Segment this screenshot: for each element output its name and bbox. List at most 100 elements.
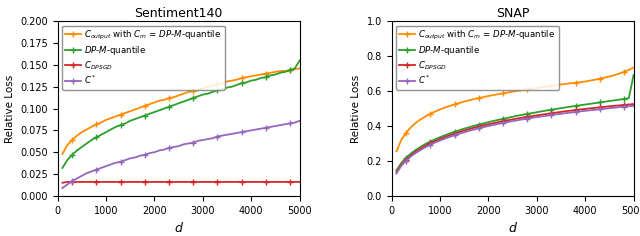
- $\mathit{C_{output}}$ with $\mathit{C_m}$ = $\mathit{DP}$-$\mathit{M}$-quantile: [572, 81, 579, 84]
- $\mathit{C_{output}}$ with $\mathit{C_m}$ = $\mathit{DP}$-$\mathit{M}$-quantile: [422, 115, 429, 118]
- $\mathit{DP}$-$\mathit{M}$-quantile: [257, 76, 265, 79]
- $\mathit{C^*}$: [63, 183, 71, 186]
- $\mathit{C^*}$: [417, 148, 424, 151]
- $\mathit{DP}$-$\mathit{M}$-quantile: [141, 114, 148, 117]
- $\mathit{DP}$-$\mathit{M}$-quantile: [615, 98, 623, 101]
- $\mathit{C_{output}}$ with $\mathit{C_m}$ = $\mathit{DP}$-$\mathit{M}$-quantile: [194, 89, 202, 92]
- $\mathit{C_{output}}$ with $\mathit{C_m}$ = $\mathit{DP}$-$\mathit{M}$-quantile: [233, 78, 241, 81]
- $\mathit{C_{DPSGD}}$: [533, 114, 541, 117]
- $\mathit{C^*}$: [136, 154, 144, 157]
- $\mathit{C_{DPSGD}}$: [257, 181, 265, 183]
- $\mathit{C_{DPSGD}}$: [513, 117, 521, 120]
- $\mathit{C_{DPSGD}}$: [116, 181, 124, 183]
- $\mathit{C^*}$: [426, 143, 434, 146]
- $\mathit{C^*}$: [237, 131, 245, 134]
- $\mathit{DP}$-$\mathit{M}$-quantile: [572, 105, 579, 107]
- $\mathit{C^*}$: [494, 122, 502, 125]
- $\mathit{C_{DPSGD}}$: [63, 181, 71, 183]
- $\mathit{C^*}$: [422, 146, 429, 149]
- $\mathit{DP}$-$\mathit{M}$-quantile: [470, 124, 477, 127]
- $\mathit{DP}$-$\mathit{M}$-quantile: [596, 101, 604, 104]
- $\mathit{C_{DPSGD}}$: [605, 105, 613, 108]
- $\mathit{DP}$-$\mathit{M}$-quantile: [262, 76, 269, 79]
- $\mathit{C^*}$: [586, 109, 594, 112]
- $\mathit{DP}$-$\mathit{M}$-quantile: [199, 93, 207, 96]
- $\mathit{DP}$-$\mathit{M}$-quantile: [165, 105, 173, 108]
- $\mathit{C_{DPSGD}}$: [209, 181, 216, 183]
- $\mathit{DP}$-$\mathit{M}$-quantile: [97, 133, 105, 136]
- $\mathit{C_{output}}$ with $\mathit{C_m}$ = $\mathit{DP}$-$\mathit{M}$-quantile: [126, 110, 134, 113]
- $\mathit{DP}$-$\mathit{M}$-quantile: [237, 82, 245, 85]
- $\mathit{C^*}$: [436, 139, 444, 142]
- $\mathit{C^*}$: [286, 122, 294, 125]
- $\mathit{C_{DPSGD}}$: [518, 116, 526, 119]
- $\mathit{C_{DPSGD}}$: [630, 103, 637, 105]
- $\mathit{C_{DPSGD}}$: [204, 181, 211, 183]
- $\mathit{DP}$-$\mathit{M}$-quantile: [475, 123, 483, 126]
- $\mathit{DP}$-$\mathit{M}$-quantile: [504, 116, 511, 119]
- Line: $\mathit{C_{DPSGD}}$: $\mathit{C_{DPSGD}}$: [59, 178, 303, 186]
- $\mathit{C_{output}}$ with $\mathit{C_m}$ = $\mathit{DP}$-$\mathit{M}$-quantile: [456, 101, 463, 104]
- $\mathit{C_{DPSGD}}$: [412, 150, 420, 153]
- $\mathit{C_{output}}$ with $\mathit{C_m}$ = $\mathit{DP}$-$\mathit{M}$-quantile: [499, 92, 507, 95]
- $\mathit{C_{DPSGD}}$: [509, 118, 516, 121]
- $\mathit{DP}$-$\mathit{M}$-quantile: [392, 169, 400, 172]
- $\mathit{C_{DPSGD}}$: [218, 181, 226, 183]
- $\mathit{C_{DPSGD}}$: [567, 109, 575, 112]
- $\mathit{C_{DPSGD}}$: [436, 138, 444, 140]
- $\mathit{C_{DPSGD}}$: [291, 181, 299, 183]
- $\mathit{C_{DPSGD}}$: [184, 181, 192, 183]
- $\mathit{C_{output}}$ with $\mathit{C_m}$ = $\mathit{DP}$-$\mathit{M}$-quantile: [470, 98, 477, 101]
- $\mathit{C^*}$: [276, 124, 284, 126]
- $\mathit{C^*}$: [538, 115, 545, 118]
- $\mathit{C_{output}}$ with $\mathit{C_m}$ = $\mathit{DP}$-$\mathit{M}$-quantile: [562, 83, 570, 85]
- $\mathit{C^*}$: [567, 111, 575, 114]
- $\mathit{DP}$-$\mathit{M}$-quantile: [175, 102, 182, 105]
- $\mathit{C_{DPSGD}}$: [228, 181, 236, 183]
- $\mathit{C^*}$: [257, 127, 265, 130]
- $\mathit{C_{DPSGD}}$: [572, 109, 579, 111]
- $\mathit{DP}$-$\mathit{M}$-quantile: [102, 131, 110, 134]
- $\mathit{C_{output}}$ with $\mathit{C_m}$ = $\mathit{DP}$-$\mathit{M}$-quantile: [611, 74, 618, 77]
- $\mathit{DP}$-$\mathit{M}$-quantile: [611, 99, 618, 102]
- $\mathit{DP}$-$\mathit{M}$-quantile: [552, 107, 560, 110]
- $\mathit{DP}$-$\mathit{M}$-quantile: [243, 81, 250, 84]
- $\mathit{DP}$-$\mathit{M}$-quantile: [528, 112, 536, 114]
- $\mathit{C_{DPSGD}}$: [243, 181, 250, 183]
- $\mathit{C^*}$: [131, 156, 139, 159]
- $\mathit{C_{DPSGD}}$: [403, 158, 410, 161]
- $\mathit{C_{DPSGD}}$: [175, 181, 182, 183]
- $\mathit{C^*}$: [233, 132, 241, 135]
- $\mathit{C_{DPSGD}}$: [441, 136, 449, 139]
- $\mathit{DP}$-$\mathit{M}$-quantile: [456, 129, 463, 132]
- $\mathit{C_{output}}$ with $\mathit{C_m}$ = $\mathit{DP}$-$\mathit{M}$-quantile: [243, 76, 250, 79]
- $\mathit{C^*}$: [184, 142, 192, 145]
- $\mathit{C_{DPSGD}}$: [547, 112, 555, 115]
- $\mathit{C_{DPSGD}}$: [267, 181, 275, 183]
- $\mathit{C_{output}}$ with $\mathit{C_m}$ = $\mathit{DP}$-$\mathit{M}$-quantile: [131, 108, 139, 111]
- $\mathit{DP}$-$\mathit{M}$-quantile: [601, 100, 609, 103]
- $\mathit{C_{output}}$ with $\mathit{C_m}$ = $\mathit{DP}$-$\mathit{M}$-quantile: [107, 117, 115, 120]
- $\mathit{DP}$-$\mathit{M}$-quantile: [533, 111, 541, 114]
- $\mathit{DP}$-$\mathit{M}$-quantile: [233, 84, 241, 86]
- $\mathit{C^*}$: [611, 106, 618, 109]
- $\mathit{C_{output}}$ with $\mathit{C_m}$ = $\mathit{DP}$-$\mathit{M}$-quantile: [83, 128, 90, 131]
- $\mathit{C_{output}}$ with $\mathit{C_m}$ = $\mathit{DP}$-$\mathit{M}$-quantile: [150, 101, 158, 104]
- $\mathit{DP}$-$\mathit{M}$-quantile: [59, 167, 67, 169]
- $\mathit{C_{DPSGD}}$: [73, 181, 81, 183]
- $\mathit{C_{DPSGD}}$: [271, 181, 279, 183]
- $\mathit{C_{DPSGD}}$: [524, 115, 531, 118]
- $\mathit{DP}$-$\mathit{M}$-quantile: [83, 142, 90, 145]
- $\mathit{C^*}$: [59, 187, 67, 190]
- $\mathit{C^*}$: [165, 146, 173, 149]
- $\mathit{C_{DPSGD}}$: [141, 181, 148, 183]
- $\mathit{C_{output}}$ with $\mathit{C_m}$ = $\mathit{DP}$-$\mathit{M}$-quantile: [252, 74, 260, 77]
- $\mathit{DP}$-$\mathit{M}$-quantile: [291, 67, 299, 70]
- $\mathit{C_{DPSGD}}$: [78, 181, 86, 183]
- $\mathit{C_{output}}$ with $\mathit{C_m}$ = $\mathit{DP}$-$\mathit{M}$-quantile: [93, 123, 100, 126]
- $\mathit{DP}$-$\mathit{M}$-quantile: [581, 103, 589, 106]
- $\mathit{C_{output}}$ with $\mathit{C_m}$ = $\mathit{DP}$-$\mathit{M}$-quantile: [407, 126, 415, 129]
- $\mathit{C^*}$: [499, 122, 507, 124]
- $\mathit{C^*}$: [524, 117, 531, 120]
- $\mathit{C_{output}}$ with $\mathit{C_m}$ = $\mathit{DP}$-$\mathit{M}$-quantile: [271, 71, 279, 73]
